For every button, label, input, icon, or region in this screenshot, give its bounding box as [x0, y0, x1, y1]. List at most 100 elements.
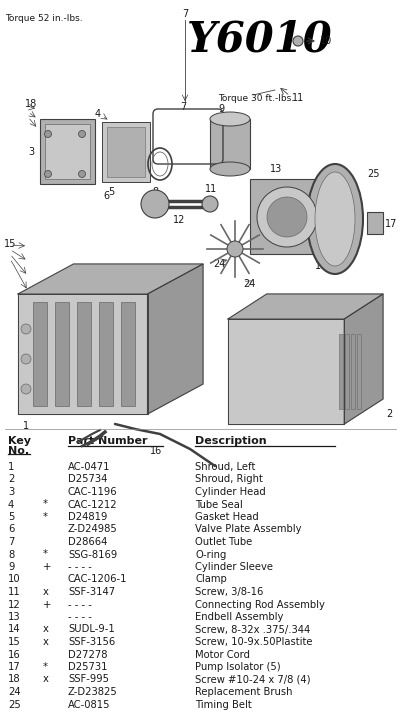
Text: 4: 4: [8, 500, 14, 510]
Text: 24: 24: [8, 687, 20, 697]
Ellipse shape: [210, 162, 250, 176]
Bar: [367, 212, 383, 234]
Bar: [45, 124, 90, 179]
Text: 1: 1: [23, 421, 29, 431]
Text: 18: 18: [25, 99, 37, 109]
Text: 2: 2: [386, 409, 392, 419]
Text: D24819: D24819: [68, 512, 107, 522]
Text: 14: 14: [8, 625, 20, 635]
Text: *: *: [43, 512, 48, 522]
Text: 6: 6: [103, 191, 109, 201]
Text: AC-0815: AC-0815: [68, 700, 111, 710]
Text: 24: 24: [243, 279, 255, 289]
Text: Screw, 3/8-16: Screw, 3/8-16: [195, 587, 263, 597]
Text: 25: 25: [367, 169, 379, 179]
Text: 25: 25: [8, 700, 21, 710]
Bar: [33, 302, 47, 406]
Text: 8: 8: [8, 550, 14, 560]
Bar: [40, 119, 95, 184]
Ellipse shape: [307, 164, 363, 274]
Text: 8: 8: [152, 187, 158, 197]
Text: Shroud, Left: Shroud, Left: [195, 462, 255, 472]
Text: 11: 11: [292, 93, 304, 103]
Polygon shape: [228, 319, 344, 424]
Ellipse shape: [45, 171, 51, 178]
Text: *: *: [43, 662, 48, 672]
Bar: [77, 302, 91, 406]
Text: Screw, 8-32x .375/.344: Screw, 8-32x .375/.344: [195, 625, 310, 635]
Text: Cylinder Sleeve: Cylinder Sleeve: [195, 562, 273, 572]
Polygon shape: [18, 294, 148, 414]
Text: Z-D23825: Z-D23825: [68, 687, 118, 697]
Text: 24: 24: [213, 259, 225, 269]
Text: Motor Cord: Motor Cord: [195, 650, 250, 660]
Text: D28664: D28664: [68, 537, 107, 547]
Bar: [107, 127, 145, 177]
Bar: [55, 302, 69, 406]
Text: 3: 3: [28, 147, 34, 157]
Text: CAC-1196: CAC-1196: [68, 487, 117, 497]
Text: 3: 3: [8, 487, 14, 497]
Polygon shape: [344, 294, 383, 424]
Text: Clamp: Clamp: [195, 575, 227, 585]
Text: - - - -: - - - -: [68, 612, 92, 622]
Text: Pump Isolator (5): Pump Isolator (5): [195, 662, 281, 672]
Text: 1: 1: [8, 462, 14, 472]
Bar: [357, 334, 361, 409]
Text: Screw #10-24 x 7/8 (4): Screw #10-24 x 7/8 (4): [195, 675, 310, 685]
Text: Y6010: Y6010: [187, 19, 333, 61]
Text: 9: 9: [8, 562, 14, 572]
Text: 11: 11: [8, 587, 21, 597]
Text: 7: 7: [182, 9, 188, 19]
Text: 13: 13: [8, 612, 20, 622]
Ellipse shape: [79, 171, 85, 178]
Ellipse shape: [21, 324, 31, 334]
Text: x: x: [43, 625, 49, 635]
Ellipse shape: [293, 36, 303, 46]
Text: 11: 11: [205, 184, 217, 194]
Text: CAC-1206-1: CAC-1206-1: [68, 575, 128, 585]
Text: x: x: [43, 587, 49, 597]
Ellipse shape: [21, 354, 31, 364]
Text: 17: 17: [8, 662, 21, 672]
Ellipse shape: [79, 131, 85, 138]
Polygon shape: [228, 294, 383, 319]
Bar: [339, 334, 343, 409]
Ellipse shape: [202, 196, 218, 212]
Text: Torque 30 ft.-lbs.: Torque 30 ft.-lbs.: [218, 94, 294, 103]
Text: Timing Belt: Timing Belt: [195, 700, 252, 710]
Text: x: x: [43, 637, 49, 647]
Text: 4: 4: [95, 109, 101, 119]
Text: x: x: [43, 675, 49, 685]
Text: 10: 10: [320, 36, 332, 46]
Text: 10: 10: [8, 575, 20, 585]
Polygon shape: [148, 264, 203, 414]
Text: 9: 9: [218, 104, 224, 114]
Text: 7: 7: [180, 102, 186, 112]
Ellipse shape: [315, 172, 355, 266]
Text: 2: 2: [8, 475, 14, 485]
Text: O-ring: O-ring: [195, 550, 227, 560]
Text: SUDL-9-1: SUDL-9-1: [68, 625, 115, 635]
Bar: [250, 179, 325, 254]
Text: 7: 7: [8, 537, 14, 547]
Ellipse shape: [257, 187, 317, 247]
Ellipse shape: [210, 112, 250, 126]
Polygon shape: [18, 264, 203, 294]
Text: 17: 17: [385, 219, 397, 229]
Bar: [102, 122, 150, 182]
Text: - - - -: - - - -: [68, 600, 92, 610]
Text: Cylinder Head: Cylinder Head: [195, 487, 266, 497]
Text: 15: 15: [8, 637, 21, 647]
Text: 5: 5: [108, 187, 114, 197]
Ellipse shape: [141, 190, 169, 218]
Text: Torque 52 in.-lbs.: Torque 52 in.-lbs.: [5, 14, 83, 23]
Text: 15: 15: [4, 239, 16, 249]
Ellipse shape: [45, 131, 51, 138]
Text: Tube Seal: Tube Seal: [195, 500, 243, 510]
Text: Shroud, Right: Shroud, Right: [195, 475, 263, 485]
Text: 6: 6: [8, 525, 14, 535]
Text: Part Number: Part Number: [68, 436, 148, 446]
Bar: [210, 119, 250, 169]
Ellipse shape: [21, 384, 31, 394]
